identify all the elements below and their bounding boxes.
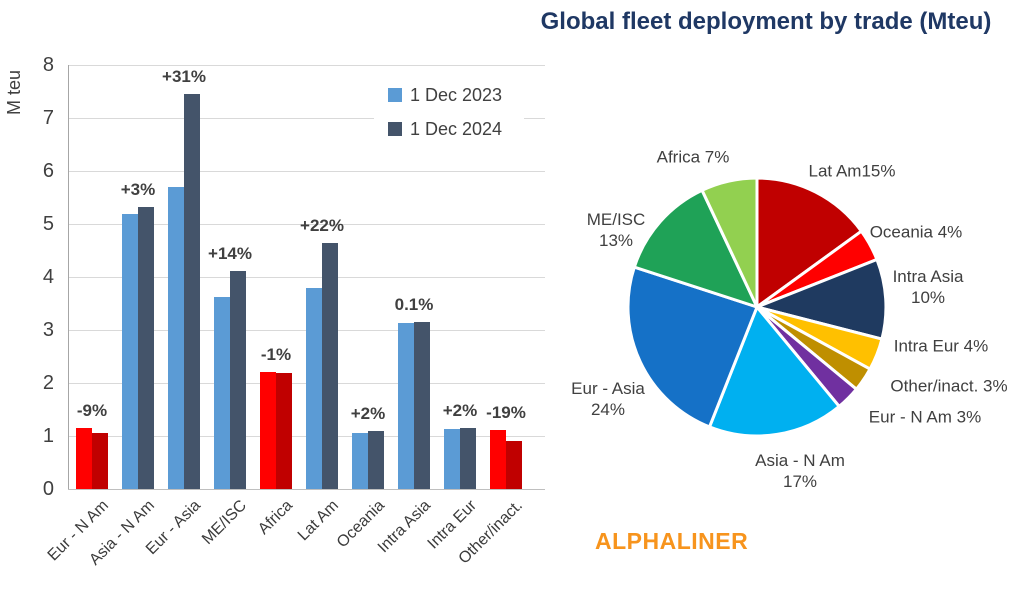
bar-value-label-oceania: +2% bbox=[350, 404, 386, 424]
bar-1-dec-2024-eur-n-am bbox=[92, 433, 108, 489]
bar-value-label-me-isc: +14% bbox=[208, 243, 252, 263]
pie-slice-label-eur-n-am: Eur - N Am 3% bbox=[868, 407, 982, 427]
bar-1-dec-2024-me-isc bbox=[230, 270, 246, 489]
y-tick-label: 7 bbox=[42, 107, 54, 129]
y-tick-label: 8 bbox=[42, 54, 54, 76]
pie-slice-africa bbox=[700, 176, 759, 308]
bar-value-label-intra-eur: +2% bbox=[442, 400, 478, 420]
bar-1-dec-2023-intra-asia bbox=[398, 323, 414, 489]
legend-swatch-icon bbox=[388, 88, 402, 102]
pie-slice-label-asia-n-am: Asia - N Am 17% bbox=[755, 451, 845, 491]
pie-slice-label-africa: Africa 7% bbox=[656, 147, 730, 167]
x-axis-line bbox=[68, 489, 545, 490]
pie-slice-label-me-isc: ME/ISC 13% bbox=[586, 210, 646, 250]
legend-label: 1 Dec 2024 bbox=[410, 118, 503, 139]
gridline-6 bbox=[68, 171, 545, 172]
bar-1-dec-2023-asia-n-am bbox=[122, 214, 138, 489]
bar-1-dec-2023-eur-n-am bbox=[76, 428, 92, 489]
y-tick-label: 5 bbox=[42, 213, 54, 235]
bar-value-label-other-inact: -19% bbox=[486, 402, 526, 422]
bar-1-dec-2023-intra-eur bbox=[444, 429, 460, 489]
bar-value-label-lat-am: +22% bbox=[300, 215, 344, 235]
pie-slice-eur-asia bbox=[626, 265, 759, 429]
gridline-5 bbox=[68, 224, 545, 225]
alphaliner-logo: ALPHALINER bbox=[595, 528, 749, 554]
pie-slice-label-other-inact: Other/inact. 3% bbox=[890, 376, 1008, 396]
pie-slice-intra-asia bbox=[752, 257, 888, 341]
bar-value-label-intra-asia: 0.1% bbox=[394, 295, 434, 315]
legend: 1 Dec 2023 1 Dec 2024 bbox=[374, 72, 524, 152]
bar-chart: M teu 0 1 2 3 4 5 6 7 8 -9% Eur - N Am +3% Asia - N A… bbox=[4, 54, 545, 569]
y-tick-label: 3 bbox=[42, 319, 54, 341]
pie-slice-label-eur-asia: Eur - Asia 24% bbox=[571, 379, 645, 419]
legend-swatch-icon bbox=[388, 122, 402, 136]
legend-label: 1 Dec 2023 bbox=[410, 84, 503, 105]
y-axis-line bbox=[68, 65, 69, 489]
gridline-7 bbox=[68, 118, 545, 119]
y-tick-label: 6 bbox=[42, 160, 54, 182]
bar-1-dec-2024-lat-am bbox=[322, 242, 338, 489]
bar-1-dec-2024-intra-eur bbox=[460, 427, 476, 489]
legend-item-1-dec-2023: 1 Dec 2023 bbox=[374, 78, 524, 112]
bar-value-label-eur-n-am: -9% bbox=[76, 401, 108, 421]
bar-value-label-asia-n-am: +3% bbox=[120, 179, 156, 199]
bar-1-dec-2024-asia-n-am bbox=[138, 206, 154, 489]
bar-1-dec-2023-eur-asia bbox=[168, 186, 184, 489]
bar-1-dec-2023-lat-am bbox=[306, 287, 322, 489]
bar-1-dec-2024-oceania bbox=[368, 431, 384, 489]
y-tick-label: 0 bbox=[42, 478, 54, 500]
bar-1-dec-2024-africa bbox=[276, 373, 292, 489]
bar-1-dec-2023-me-isc bbox=[214, 297, 230, 489]
bar-1-dec-2023-other-inact bbox=[490, 429, 506, 489]
page-title: Global fleet deployment by trade (Mteu) bbox=[540, 8, 992, 35]
gridline-8 bbox=[68, 65, 545, 66]
pie-slice-me-isc bbox=[632, 188, 760, 310]
pie-slice-label-intra-eur: Intra Eur 4% bbox=[893, 336, 989, 356]
bar-1-dec-2024-intra-asia bbox=[414, 322, 430, 489]
y-tick-label: 2 bbox=[42, 372, 54, 394]
pie-slice-asia-n-am bbox=[707, 304, 842, 438]
pie-slice-label-oceania: Oceania 4% bbox=[869, 222, 963, 242]
pie-slice-label-intra-asia: Intra Asia 10% bbox=[892, 267, 964, 307]
pie-slice-label-lat-am: Lat Am15% bbox=[808, 161, 896, 181]
bar-value-label-africa: -1% bbox=[260, 345, 292, 365]
legend-item-1-dec-2024: 1 Dec 2024 bbox=[374, 112, 524, 146]
bar-value-label-eur-asia: +31% bbox=[162, 67, 206, 87]
y-tick-label: 1 bbox=[42, 425, 54, 447]
bar-1-dec-2024-other-inact bbox=[506, 441, 522, 489]
bar-1-dec-2023-oceania bbox=[352, 432, 368, 489]
bar-1-dec-2023-africa bbox=[260, 372, 276, 489]
bar-1-dec-2024-eur-asia bbox=[184, 94, 200, 489]
y-tick-label: 4 bbox=[42, 266, 54, 288]
pie-slice-lat-am bbox=[755, 176, 864, 310]
gridline-4 bbox=[68, 277, 545, 278]
